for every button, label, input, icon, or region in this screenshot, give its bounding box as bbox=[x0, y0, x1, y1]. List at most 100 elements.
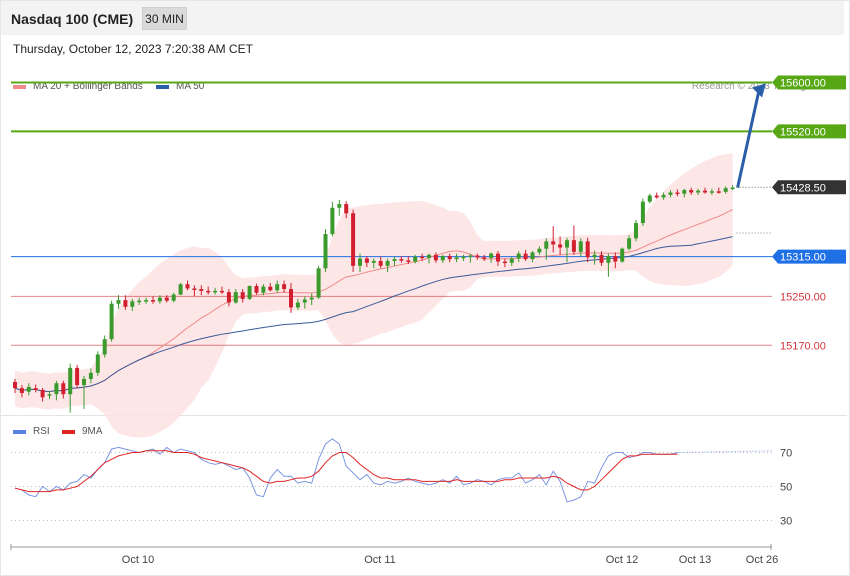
candle-body bbox=[364, 258, 369, 263]
candle-body bbox=[392, 259, 397, 261]
candle-body bbox=[516, 253, 521, 259]
instrument-title: Nasdaq 100 (CME) bbox=[11, 11, 134, 27]
rsi-level-label-30: 30 bbox=[780, 516, 792, 528]
candle-body bbox=[61, 383, 66, 395]
rsi-level-label-70: 70 bbox=[780, 448, 792, 460]
candle-body bbox=[599, 254, 604, 263]
candle-body bbox=[427, 254, 431, 258]
candle-body bbox=[634, 223, 638, 239]
candle-body bbox=[302, 299, 307, 303]
bollinger-band bbox=[15, 153, 733, 438]
candle-body bbox=[137, 300, 142, 303]
candle-body bbox=[530, 252, 535, 260]
candle-body bbox=[675, 192, 680, 194]
candle-body bbox=[275, 284, 280, 291]
level-label-15600.00: 15600.00 bbox=[780, 77, 826, 89]
candle-body bbox=[268, 286, 273, 291]
candle-body bbox=[102, 339, 107, 355]
candle-body bbox=[82, 378, 86, 386]
candle-body bbox=[385, 260, 390, 266]
rsi-level-label-50: 50 bbox=[780, 482, 792, 494]
candle-body bbox=[54, 383, 59, 395]
level-tag-15315.00 bbox=[772, 249, 846, 264]
candle-body bbox=[537, 248, 542, 253]
level-tag-15520.00 bbox=[772, 124, 846, 139]
candle-body bbox=[447, 256, 452, 260]
candle-body bbox=[247, 286, 252, 299]
candle-body bbox=[192, 288, 197, 290]
candle-body bbox=[399, 259, 404, 261]
candle-body bbox=[19, 388, 24, 393]
ma20-swatch bbox=[13, 84, 26, 89]
candle-body bbox=[123, 300, 128, 307]
candle-body bbox=[109, 303, 114, 340]
candle-body bbox=[585, 241, 590, 258]
ma50-label: MA 50 bbox=[176, 81, 205, 92]
candle-body bbox=[130, 301, 135, 307]
candle-body bbox=[454, 257, 459, 260]
candle-body bbox=[95, 354, 100, 373]
candle-body bbox=[47, 394, 52, 396]
candle-body bbox=[406, 260, 411, 262]
candle-body bbox=[502, 261, 507, 264]
rsi-label: RSI bbox=[33, 426, 50, 437]
candle-body bbox=[475, 255, 480, 258]
forecast-arrow-head bbox=[752, 83, 766, 98]
chart-header: Nasdaq 100 (CME) 30 MIN bbox=[1, 1, 844, 35]
candle-body bbox=[116, 300, 121, 304]
candle-body bbox=[620, 248, 625, 262]
rsi-line bbox=[14, 438, 678, 503]
x-tick-label: Oct 26 bbox=[746, 554, 778, 566]
candle-body bbox=[613, 256, 618, 262]
level-label-15250.00: 15250.00 bbox=[780, 291, 826, 303]
candle-body bbox=[233, 292, 238, 303]
candle-body bbox=[282, 284, 287, 290]
candle-body bbox=[716, 191, 721, 193]
candle-body bbox=[151, 300, 155, 302]
timestamp: Thursday, October 12, 2023 7:20:38 AM CE… bbox=[13, 42, 253, 56]
level-label-15520.00: 15520.00 bbox=[780, 126, 826, 138]
candle-body bbox=[696, 190, 701, 193]
candle-body bbox=[661, 194, 666, 198]
candle-body bbox=[723, 188, 728, 192]
candle-body bbox=[689, 190, 694, 193]
forecast-arrow-line bbox=[736, 90, 761, 188]
candle-body bbox=[33, 388, 38, 390]
candle-body bbox=[461, 256, 466, 259]
candle-body bbox=[578, 241, 583, 252]
x-tick-label: Oct 12 bbox=[606, 554, 638, 566]
rsi-ma-swatch bbox=[62, 429, 75, 434]
legend-rsi: RSI bbox=[13, 426, 50, 437]
ma20-label: MA 20 + Bollinger Bands bbox=[33, 81, 143, 92]
candle-body bbox=[164, 297, 169, 301]
candle-body bbox=[709, 191, 714, 193]
candle-body bbox=[68, 367, 73, 395]
candle-body bbox=[509, 258, 514, 263]
rsi-ma-label: 9MA bbox=[82, 426, 103, 437]
candle-body bbox=[261, 286, 266, 293]
candle-body bbox=[413, 256, 418, 262]
candle-body bbox=[358, 258, 362, 266]
level-tag-15600.00 bbox=[772, 75, 846, 90]
candle-body bbox=[523, 253, 528, 260]
candle-body bbox=[26, 386, 31, 392]
ma50-swatch bbox=[156, 84, 169, 89]
candle-body bbox=[682, 190, 687, 194]
rsi-swatch bbox=[13, 429, 26, 434]
candle-body bbox=[544, 241, 549, 249]
candle-body bbox=[640, 201, 645, 224]
rsi-ma-line bbox=[14, 450, 678, 493]
candle-body bbox=[606, 256, 611, 263]
candle-body bbox=[668, 192, 673, 195]
candle-body bbox=[323, 234, 328, 269]
candle-body bbox=[654, 195, 659, 198]
legend-ma20: MA 20 + Bollinger Bands bbox=[13, 81, 143, 92]
level-tag-15428.50 bbox=[772, 180, 846, 195]
candle-body bbox=[551, 241, 556, 245]
candle-body bbox=[558, 244, 563, 248]
candle-body bbox=[309, 297, 314, 300]
candle-body bbox=[185, 284, 190, 289]
timeframe-button[interactable]: 30 MIN bbox=[142, 7, 187, 30]
legend-ma50: MA 50 bbox=[156, 81, 204, 92]
